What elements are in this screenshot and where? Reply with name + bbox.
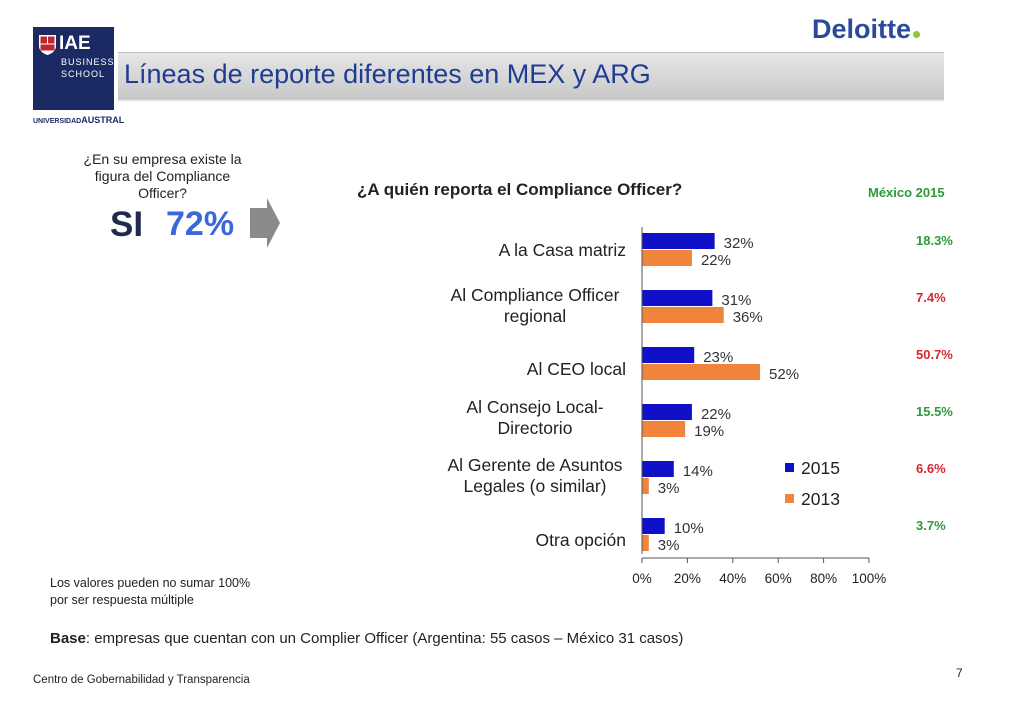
category-label-1-line-1: regional xyxy=(503,306,567,326)
category-label-1-line-0: Al Compliance Officer xyxy=(450,285,620,305)
bar-2013-2 xyxy=(642,364,761,380)
university-prefix: UNIVERSIDAD xyxy=(33,118,82,125)
bar-2015-5 xyxy=(642,518,665,534)
si-label: SI xyxy=(110,205,144,244)
category-label-4-line-0: Al Gerente de Asuntos xyxy=(447,455,623,475)
bar-2013-1 xyxy=(642,307,724,323)
base-label: Base xyxy=(50,630,86,647)
category-label-2-line-0: Al CEO local xyxy=(526,358,626,379)
data-label-2013-2: 52% xyxy=(769,366,799,383)
si-value: 72% xyxy=(166,205,235,243)
x-tick-label-2: 40% xyxy=(719,571,746,586)
data-label-2013-5: 3% xyxy=(658,537,680,554)
title-shadow xyxy=(118,98,944,102)
iae-name: IAE xyxy=(59,33,91,54)
footnote: Los valores pueden no sumar 100% por ser… xyxy=(50,575,250,609)
footer-text: Centro de Gobernabilidad y Transparencia xyxy=(33,674,250,686)
legend-swatch-2015 xyxy=(785,463,794,472)
legend-label-2013: 2013 xyxy=(801,489,840,509)
category-label-4-line-1: Legales (o similar) xyxy=(463,476,607,496)
category-label-0: A la Casa matriz xyxy=(406,240,626,261)
category-label-3-line-0: Al Consejo Local- xyxy=(466,397,604,417)
category-label-5: Otra opción xyxy=(406,530,626,551)
iae-logo: IAE BUSINESS SCHOOL xyxy=(33,27,114,110)
university-label: UNIVERSIDADAUSTRAL xyxy=(33,115,124,125)
question-left: ¿En su empresa existe la figura del Comp… xyxy=(83,151,242,201)
data-label-2013-3: 19% xyxy=(694,423,724,440)
mexico-value-3: 15.5% xyxy=(916,404,953,419)
data-label-2013-4: 3% xyxy=(658,480,680,497)
chart-title: ¿A quién reporta el Compliance Officer? xyxy=(357,180,683,199)
university-name: AUSTRAL xyxy=(81,115,125,125)
page-number: 7 xyxy=(956,666,963,680)
bar-2013-0 xyxy=(642,250,692,266)
mexico-value-1: 7.4% xyxy=(916,290,946,305)
category-label-5-line-0: Otra opción xyxy=(535,529,626,550)
category-label-4: Al Gerente de Asuntos Legales (o similar) xyxy=(425,455,645,497)
deloitte-dot-icon xyxy=(913,31,921,38)
mexico-value-4: 6.6% xyxy=(916,461,946,476)
x-tick-label-4: 80% xyxy=(810,571,837,586)
deloitte-name: Deloitte xyxy=(812,14,912,44)
legend-label-2015: 2015 xyxy=(801,458,840,478)
base-description: : empresas que cuentan con un Complier O… xyxy=(85,630,684,647)
data-label-2015-5: 10% xyxy=(674,520,704,537)
bar-2013-5 xyxy=(642,535,649,551)
mexico-value-0: 18.3% xyxy=(916,233,953,248)
bar-2013-3 xyxy=(642,421,686,437)
bar-2015-4 xyxy=(642,461,674,477)
x-tick-label-1: 20% xyxy=(674,571,701,586)
data-label-2015-1: 31% xyxy=(721,292,751,309)
iae-subtitle-2: SCHOOL xyxy=(61,69,106,79)
bar-2015-1 xyxy=(642,290,713,306)
mexico-value-5: 3.7% xyxy=(916,518,946,533)
mexico-value-2: 50.7% xyxy=(916,347,953,362)
footnote-line-1: Los valores pueden no sumar 100% xyxy=(50,576,251,590)
x-tick-label-5: 100% xyxy=(852,571,887,586)
title-bar: Líneas de reporte diferentes en MEX y AR… xyxy=(118,52,944,98)
crest-icon xyxy=(39,35,56,55)
data-label-2015-3: 22% xyxy=(701,406,731,423)
x-tick-label-3: 60% xyxy=(765,571,792,586)
page-title: Líneas de reporte diferentes en MEX y AR… xyxy=(124,59,651,89)
base-text: Base: empresas que cuentan con un Compli… xyxy=(50,630,683,647)
data-label-2013-1: 36% xyxy=(733,309,763,326)
data-label-2015-4: 14% xyxy=(683,463,713,480)
data-label-2015-0: 32% xyxy=(724,235,754,252)
bar-2015-0 xyxy=(642,233,715,249)
bar-2015-2 xyxy=(642,347,695,363)
iae-subtitle-1: BUSINESS xyxy=(61,57,115,67)
category-label-1: Al Compliance Officer regional xyxy=(425,285,645,327)
bar-2013-4 xyxy=(642,478,649,494)
data-label-2015-2: 23% xyxy=(703,349,733,366)
category-label-0-line-0: A la Casa matriz xyxy=(498,239,626,260)
data-label-2013-0: 22% xyxy=(701,252,731,269)
category-label-2: Al CEO local xyxy=(406,359,626,380)
deloitte-logo: Deloitte xyxy=(812,14,921,45)
category-label-3-line-1: Directorio xyxy=(497,418,573,438)
mexico-header: México 2015 xyxy=(868,185,945,200)
legend-swatch-2013 xyxy=(785,494,794,503)
x-tick-label-0: 0% xyxy=(632,571,652,586)
bar-2015-3 xyxy=(642,404,692,420)
footnote-line-2: por ser respuesta múltiple xyxy=(50,593,194,607)
category-label-3: Al Consejo Local- Directorio xyxy=(425,397,645,439)
arrow-right-icon xyxy=(250,198,280,248)
